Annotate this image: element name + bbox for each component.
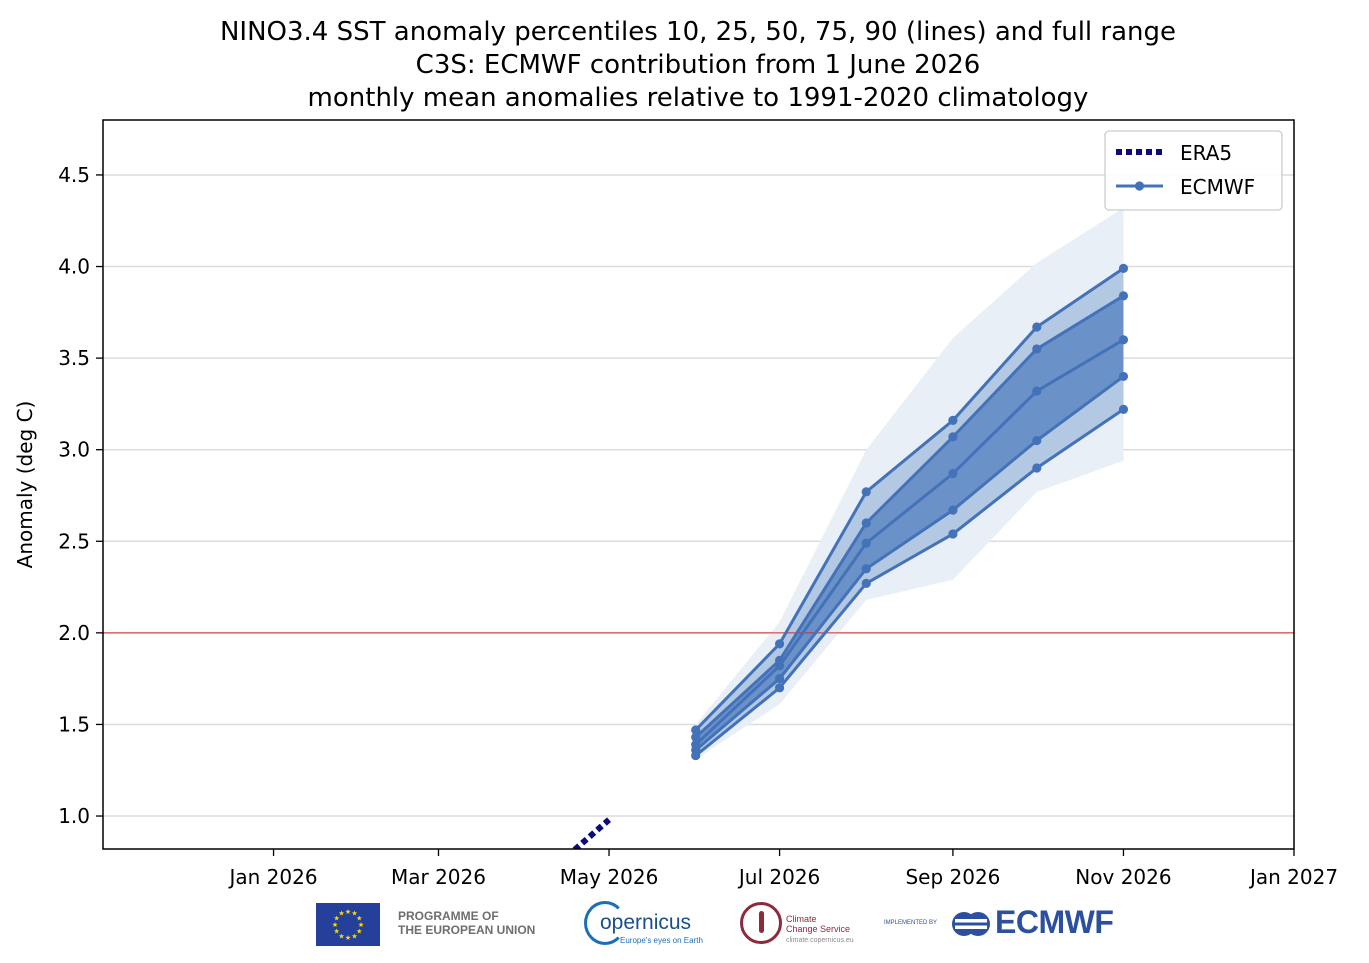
- svg-text:★: ★: [332, 921, 338, 929]
- ecmwf-point-p75: [1118, 291, 1129, 301]
- eu-stars-icon: ★ ★★ ★★★ ★★★ ★★★: [332, 908, 364, 942]
- c3s-url: climate.copernicus.eu: [786, 937, 854, 944]
- ecmwf-point-p50: [861, 538, 871, 548]
- copernicus-logo-icon: [584, 901, 626, 945]
- svg-text:★: ★: [351, 910, 357, 918]
- y-tick-label: 1.0: [58, 804, 90, 828]
- y-tick-label: 3.5: [58, 346, 90, 370]
- ecmwf-point-p75: [861, 518, 871, 528]
- svg-text:★: ★: [334, 915, 340, 923]
- ecmwf-point-p10: [1032, 463, 1042, 473]
- copernicus-wordmark: opernicus: [600, 911, 692, 934]
- ecmwf-point-p25: [948, 505, 958, 515]
- ecmwf-point-p25: [1118, 371, 1129, 382]
- x-tick-label: Sep 2026: [905, 865, 1000, 889]
- y-tick-label: 4.0: [58, 255, 90, 279]
- implemented-by-text: IMPLEMENTED BY: [884, 920, 938, 926]
- ecmwf-point-p50: [948, 468, 958, 479]
- legend-era5-label: ERA5: [1180, 141, 1232, 165]
- chart: NINO3.4 SST anomaly percentiles 10, 25, …: [13, 17, 1338, 889]
- ecmwf-point-p90: [948, 415, 958, 425]
- ecmwf-point-p75: [691, 732, 701, 742]
- svg-text:★: ★: [351, 932, 357, 940]
- ecmwf-point-p25: [774, 674, 785, 684]
- ecmwf-point-p50: [691, 739, 701, 750]
- ecmwf-line-p75: [694, 294, 1125, 739]
- legend: ERA5 ECMWF: [1104, 130, 1283, 211]
- svg-text:★: ★: [338, 932, 344, 940]
- ecmwf-point-p90: [1032, 322, 1042, 332]
- y-axis: 1.0 1.5 2.0 2.5 3.0 3.5 4.0 4.5: [58, 163, 103, 828]
- ecmwf-point-p50: [1032, 386, 1042, 396]
- ecmwf-line-p10: [694, 408, 1125, 757]
- svg-text:★: ★: [345, 908, 351, 916]
- ecmwf-point-p25: [1032, 435, 1042, 446]
- ecmwf-point-p90: [774, 639, 785, 649]
- eu-flag-logo: ★ ★ ★ ★ ★ ★ ★ ★ ★ ★ ★ ★: [316, 903, 380, 946]
- band-p25-p75: [695, 295, 1124, 751]
- svg-text:★: ★: [356, 928, 362, 936]
- svg-text:★: ★: [345, 934, 351, 942]
- chart-title-line: monthly mean anomalies relative to 1991-…: [308, 83, 1089, 113]
- y-tick-label: 1.5: [58, 712, 90, 736]
- svg-text:★: ★: [334, 928, 340, 936]
- ecmwf-point-p75: [1032, 344, 1042, 354]
- x-tick-label: May 2026: [560, 865, 659, 889]
- ecmwf-point-p25: [861, 564, 871, 574]
- ecmwf-wordmark: ECMWF: [995, 904, 1114, 940]
- ecmwf-point-p10: [774, 683, 785, 693]
- svg-text:★: ★: [358, 921, 364, 929]
- ecmwf-point-p75: [948, 432, 958, 442]
- ecmwf-line-p50: [694, 338, 1125, 746]
- c3s-wordmark: Climate Change Service: [786, 914, 851, 934]
- x-tick-label: Mar 2026: [391, 865, 486, 889]
- c3s-logo-icon: [740, 902, 782, 944]
- chart-title: NINO3.4 SST anomaly percentiles 10, 25, …: [220, 17, 1176, 113]
- ecmwf-point-p75: [774, 655, 785, 665]
- svg-text:★: ★: [356, 915, 362, 923]
- plot-frame: [102, 119, 1295, 850]
- era5-series: [570, 817, 612, 849]
- x-tick-label: Jan 2027: [1248, 865, 1338, 889]
- ecmwf-point-p90: [691, 725, 701, 735]
- ecmwf-point-p10: [1118, 404, 1129, 415]
- ecmwf-point-p90: [1118, 263, 1129, 273]
- chart-title-line: C3S: ECMWF contribution from 1 June 2026: [416, 50, 981, 80]
- ecmwf-point-p10: [861, 578, 871, 589]
- svg-text:★: ★: [338, 910, 344, 918]
- ecmwf-logo-icon: [952, 912, 990, 936]
- chart-title-line: NINO3.4 SST anomaly percentiles 10, 25, …: [220, 17, 1176, 47]
- ecmwf-line-p90: [694, 267, 1125, 731]
- ecmwf-point-p10: [948, 529, 958, 539]
- footer-logos: ★ ★ ★ ★ ★ ★ ★ ★ ★ ★ ★ ★ PROGRAMME OF THE EUROPEA…: [0, 895, 1369, 955]
- y-tick-label: 2.5: [58, 529, 90, 553]
- thermometer-icon: [759, 911, 764, 933]
- copernicus-tagline: Europe's eyes on Earth: [620, 936, 703, 945]
- ecmwf-point-p90: [861, 487, 871, 497]
- y-tick-label: 2.0: [58, 621, 90, 645]
- eu-programme-text: PROGRAMME OF THE EUROPEAN UNION: [398, 909, 536, 937]
- x-tick-label: Jul 2026: [737, 865, 820, 889]
- y-tick-label: 4.5: [58, 163, 90, 187]
- y-axis-label: Anomaly (deg C): [13, 401, 37, 569]
- ecmwf-line-p25: [694, 375, 1125, 752]
- legend-ecmwf-label: ECMWF: [1180, 175, 1255, 199]
- legend-ecmwf-marker: [1134, 181, 1145, 191]
- era5-line: [570, 817, 612, 849]
- x-axis: Jan 2026 Mar 2026 May 2026 Jul 2026 Sep 2026…: [227, 849, 1338, 889]
- y-tick-label: 3.0: [58, 438, 90, 462]
- ecmwf-percentile-lines: [691, 263, 1129, 761]
- x-tick-label: Jan 2026: [227, 865, 317, 889]
- x-tick-label: Nov 2026: [1075, 865, 1171, 889]
- ecmwf-point-p50: [1118, 335, 1129, 345]
